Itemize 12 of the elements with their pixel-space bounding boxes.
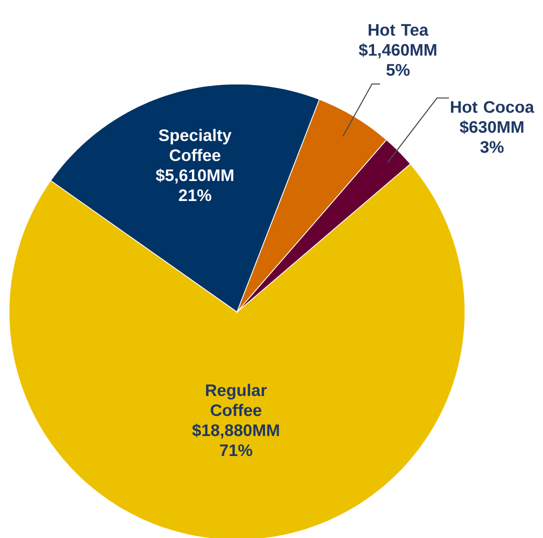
data-label: $18,880MM	[192, 424, 279, 439]
text: 5%	[386, 64, 410, 76]
data-label: $630MM	[460, 120, 524, 134]
text: 71%	[220, 444, 252, 456]
slice-label: Regular Coffee	[206, 384, 267, 416]
slice-label: Hot Tea	[368, 24, 429, 36]
slice-label: Specialty Coffee	[158, 128, 232, 162]
data-label: $1,460MM	[358, 43, 436, 58]
slice-label: Hot Cocoa	[450, 101, 534, 113]
data-label: $5,610MM	[156, 168, 234, 184]
text: 3%	[480, 141, 504, 153]
text: 21%	[178, 189, 212, 202]
